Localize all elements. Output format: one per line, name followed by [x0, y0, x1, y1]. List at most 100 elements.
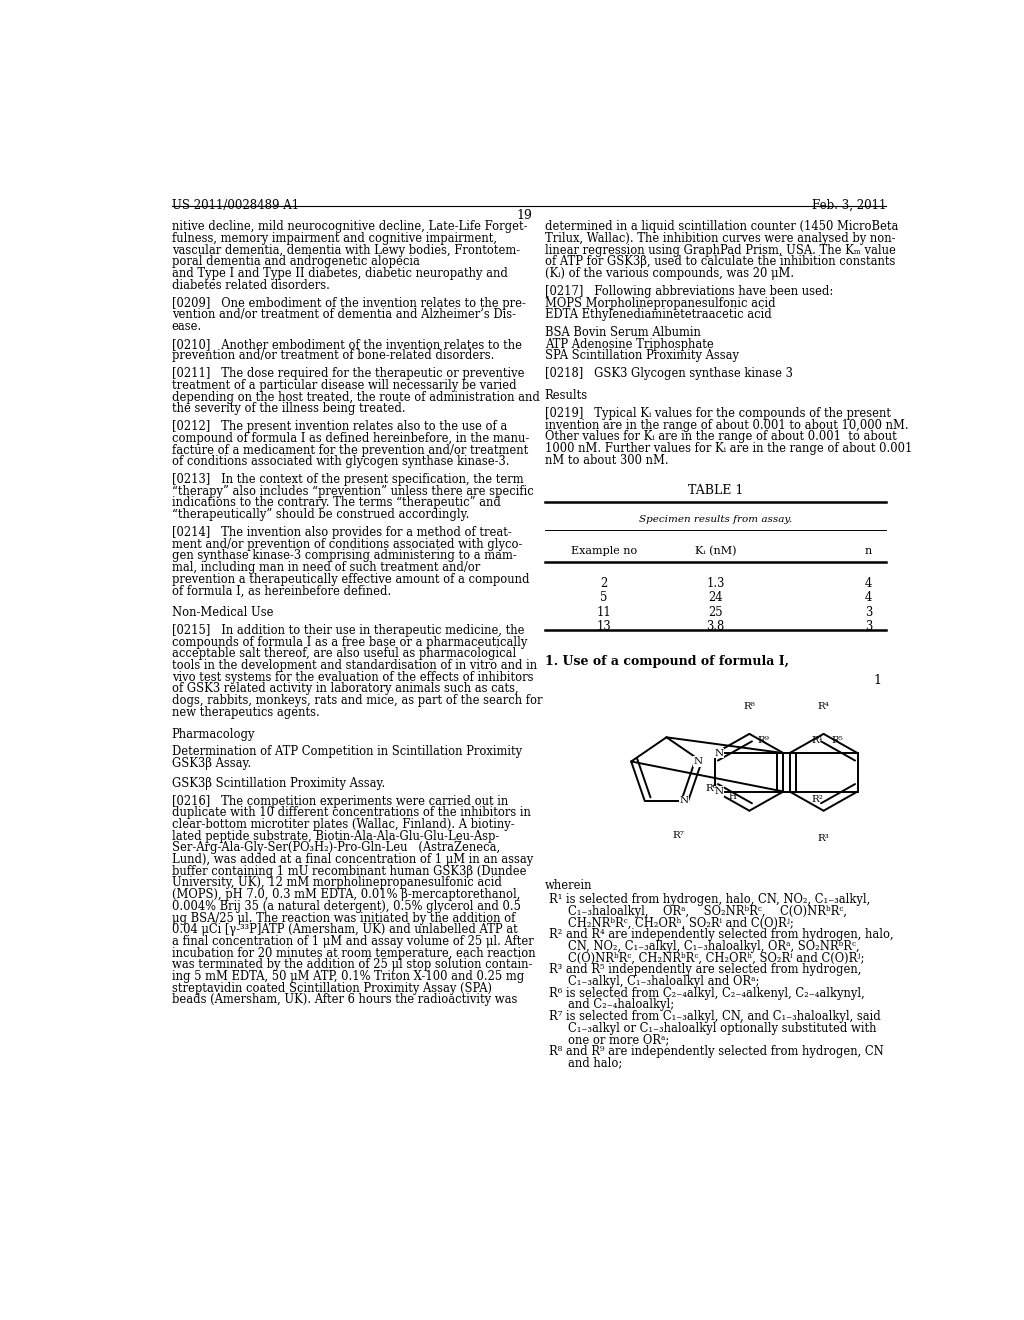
Text: vivo test systems for the evaluation of the effects of inhibitors: vivo test systems for the evaluation of …	[172, 671, 534, 684]
Text: acceptable salt thereof, are also useful as pharmacological: acceptable salt thereof, are also useful…	[172, 647, 516, 660]
Text: n: n	[865, 545, 872, 556]
Text: BSA Bovin Serum Albumin: BSA Bovin Serum Albumin	[545, 326, 700, 339]
Text: compound of formula I as defined hereinbefore, in the manu-: compound of formula I as defined hereinb…	[172, 432, 529, 445]
Text: 0.04 μCi [γ-³³P]ATP (Amersham, UK) and unlabelled ATP at: 0.04 μCi [γ-³³P]ATP (Amersham, UK) and u…	[172, 923, 517, 936]
Text: N: N	[715, 787, 724, 796]
Text: Results: Results	[545, 389, 588, 403]
Text: and halo;: and halo;	[568, 1057, 623, 1069]
Text: EDTA Ethylenediaminetetraacetic acid: EDTA Ethylenediaminetetraacetic acid	[545, 309, 771, 321]
Text: R⁹: R⁹	[758, 737, 769, 746]
Text: Lund), was added at a final concentration of 1 μM in an assay: Lund), was added at a final concentratio…	[172, 853, 532, 866]
Text: [0213]   In the context of the present specification, the term: [0213] In the context of the present spe…	[172, 473, 523, 486]
Text: one or more ORᵃ;: one or more ORᵃ;	[568, 1034, 670, 1047]
Text: compounds of formula I as a free base or a pharmaceutically: compounds of formula I as a free base or…	[172, 636, 527, 648]
Text: R²: R²	[811, 795, 823, 804]
Text: duplicate with 10 different concentrations of the inhibitors in: duplicate with 10 different concentratio…	[172, 807, 530, 820]
Text: R³ and R⁵ independently are selected from hydrogen,: R³ and R⁵ independently are selected fro…	[549, 964, 861, 977]
Text: “therapeutically” should be construed accordingly.: “therapeutically” should be construed ac…	[172, 508, 469, 521]
Text: C₁₋₃alkyl or C₁₋₃haloalkyl optionally substituted with: C₁₋₃alkyl or C₁₋₃haloalkyl optionally su…	[568, 1022, 877, 1035]
Text: 3: 3	[865, 606, 872, 619]
Text: R⁸ and R⁹ are independently selected from hydrogen, CN: R⁸ and R⁹ are independently selected fro…	[549, 1045, 884, 1059]
Text: of ATP for GSK3β, used to calculate the inhibition constants: of ATP for GSK3β, used to calculate the …	[545, 256, 895, 268]
Text: nitive decline, mild neurocognitive decline, Late-Life Forget-: nitive decline, mild neurocognitive decl…	[172, 220, 527, 234]
Text: [0210]   Another embodiment of the invention relates to the: [0210] Another embodiment of the inventi…	[172, 338, 521, 351]
Text: 3.8: 3.8	[707, 620, 724, 632]
Text: R⁵: R⁵	[831, 737, 844, 746]
Text: 1000 nM. Further values for Kᵢ are in the range of about 0.001: 1000 nM. Further values for Kᵢ are in th…	[545, 442, 912, 455]
Text: [0211]   The dose required for the therapeutic or preventive: [0211] The dose required for the therape…	[172, 367, 524, 380]
Text: 4: 4	[865, 591, 872, 605]
Text: GSK3β Assay.: GSK3β Assay.	[172, 758, 251, 770]
Text: prevention a therapeutically effective amount of a compound: prevention a therapeutically effective a…	[172, 573, 529, 586]
Text: vention and/or treatment of dementia and Alzheimer’s Dis-: vention and/or treatment of dementia and…	[172, 309, 516, 321]
Text: [0216]   The competition experiments were carried out in: [0216] The competition experiments were …	[172, 795, 508, 808]
Text: of formula I, as hereinbefore defined.: of formula I, as hereinbefore defined.	[172, 585, 391, 597]
Text: ATP Adenosine Triphosphate: ATP Adenosine Triphosphate	[545, 338, 714, 351]
Text: gen synthase kinase-3 comprising administering to a mam-: gen synthase kinase-3 comprising adminis…	[172, 549, 516, 562]
Text: R⁶ is selected from C₂₋₄alkyl, C₂₋₄alkenyl, C₂₋₄alkynyl,: R⁶ is selected from C₂₋₄alkyl, C₂₋₄alken…	[549, 986, 864, 999]
Text: μg BSA/25 μl. The reaction was initiated by the addition of: μg BSA/25 μl. The reaction was initiated…	[172, 912, 515, 924]
Text: 13: 13	[597, 620, 611, 632]
Text: fulness, memory impairment and cognitive impairment,: fulness, memory impairment and cognitive…	[172, 232, 497, 246]
Text: US 2011/0028489 A1: US 2011/0028489 A1	[172, 199, 299, 213]
Text: incubation for 20 minutes at room temperature, each reaction: incubation for 20 minutes at room temper…	[172, 946, 536, 960]
Text: determined in a liquid scintillation counter (1450 MicroBeta: determined in a liquid scintillation cou…	[545, 220, 898, 234]
Text: SPA Scintillation Proximity Assay: SPA Scintillation Proximity Assay	[545, 350, 738, 363]
Text: N: N	[715, 748, 724, 758]
Text: [0214]   The invention also provides for a method of treat-: [0214] The invention also provides for a…	[172, 525, 511, 539]
Text: and C₂₋₄haloalkyl;: and C₂₋₄haloalkyl;	[568, 998, 675, 1011]
Text: [0209]   One embodiment of the invention relates to the pre-: [0209] One embodiment of the invention r…	[172, 297, 525, 310]
Text: Specimen results from assay.: Specimen results from assay.	[639, 515, 792, 524]
Text: vascular dementia, dementia with Lewy bodies, Frontotem-: vascular dementia, dementia with Lewy bo…	[172, 244, 520, 257]
Text: nM to about 300 nM.: nM to about 300 nM.	[545, 454, 669, 467]
Text: the severity of the illness being treated.: the severity of the illness being treate…	[172, 403, 406, 416]
Text: R⁴: R⁴	[817, 702, 829, 711]
Text: R¹ is selected from hydrogen, halo, CN, NO₂, C₁₋₃alkyl,: R¹ is selected from hydrogen, halo, CN, …	[549, 894, 869, 906]
Text: [0217]   Following abbreviations have been used:: [0217] Following abbreviations have been…	[545, 285, 833, 298]
Text: [0215]   In addition to their use in therapeutic medicine, the: [0215] In addition to their use in thera…	[172, 624, 524, 638]
Text: 2: 2	[600, 577, 608, 590]
Text: CH₂NRᵇRᶜ, CH₂ORʰ, SO₂Rⁱ and C(O)Rʲ;: CH₂NRᵇRᶜ, CH₂ORʰ, SO₂Rⁱ and C(O)Rʲ;	[568, 916, 795, 929]
Text: of conditions associated with glycogen synthase kinase-3.: of conditions associated with glycogen s…	[172, 455, 509, 469]
Text: poral dementia and androgenetic alopecia: poral dementia and androgenetic alopecia	[172, 256, 420, 268]
Text: Trilux, Wallac). The inhibition curves were analysed by non-: Trilux, Wallac). The inhibition curves w…	[545, 232, 895, 246]
Text: diabetes related disorders.: diabetes related disorders.	[172, 279, 330, 292]
Text: Example no: Example no	[571, 545, 637, 556]
Text: lated peptide substrate, Biotin-Ala-Ala-Glu-Glu-Leu-Asp-: lated peptide substrate, Biotin-Ala-Ala-…	[172, 830, 499, 842]
Text: R³: R³	[818, 834, 829, 842]
Text: 0.004% Brij 35 (a natural detergent), 0.5% glycerol and 0.5: 0.004% Brij 35 (a natural detergent), 0.…	[172, 900, 520, 913]
Text: facture of a medicament for the prevention and/or treatment: facture of a medicament for the preventi…	[172, 444, 528, 457]
Text: Non-Medical Use: Non-Medical Use	[172, 606, 273, 619]
Text: was terminated by the addition of 25 μl stop solution contain-: was terminated by the addition of 25 μl …	[172, 958, 532, 972]
Text: tools in the development and standardisation of in vitro and in: tools in the development and standardisa…	[172, 659, 537, 672]
Text: invention are in the range of about 0.001 to about 10,000 nM.: invention are in the range of about 0.00…	[545, 418, 908, 432]
Text: 25: 25	[708, 606, 723, 619]
Text: wherein: wherein	[545, 879, 592, 892]
Text: 1: 1	[873, 673, 882, 686]
Text: 1.3: 1.3	[707, 577, 724, 590]
Text: CN, NO₂, C₁₋₃alkyl, C₁₋₃haloalkyl, ORᵃ, SO₂NRᵇRᶜ,: CN, NO₂, C₁₋₃alkyl, C₁₋₃haloalkyl, ORᵃ, …	[568, 940, 860, 953]
Text: R² and R⁴ are independently selected from hydrogen, halo,: R² and R⁴ are independently selected fro…	[549, 928, 893, 941]
Text: Feb. 3, 2011: Feb. 3, 2011	[811, 199, 886, 213]
Text: Other values for Kᵢ are in the range of about 0.001  to about: Other values for Kᵢ are in the range of …	[545, 430, 896, 444]
Text: (Kᵢ) of the various compounds, was 20 μM.: (Kᵢ) of the various compounds, was 20 μM…	[545, 267, 794, 280]
Text: N: N	[693, 756, 702, 766]
Text: depending on the host treated, the route of administration and: depending on the host treated, the route…	[172, 391, 540, 404]
Text: GSK3β Scintillation Proximity Assay.: GSK3β Scintillation Proximity Assay.	[172, 777, 385, 789]
Text: R¹: R¹	[811, 737, 823, 746]
Text: Ser-Arg-Ala-Gly-Ser(PO₃H₂)-Pro-Gln-Leu   (AstraZeneca,: Ser-Arg-Ala-Gly-Ser(PO₃H₂)-Pro-Gln-Leu (…	[172, 841, 500, 854]
Text: 5: 5	[600, 591, 608, 605]
Text: of GSK3 related activity in laboratory animals such as cats,: of GSK3 related activity in laboratory a…	[172, 682, 518, 696]
Text: streptavidin coated Scintillation Proximity Assay (SPA): streptavidin coated Scintillation Proxim…	[172, 982, 492, 995]
Text: N: N	[680, 796, 689, 805]
Text: (MOPS), pH 7.0, 0.3 mM EDTA, 0.01% β-mercaptorethanol,: (MOPS), pH 7.0, 0.3 mM EDTA, 0.01% β-mer…	[172, 888, 520, 902]
Text: TABLE 1: TABLE 1	[687, 483, 743, 496]
Text: and Type I and Type II diabetes, diabetic neuropathy and: and Type I and Type II diabetes, diabeti…	[172, 267, 508, 280]
Text: prevention and/or treatment of bone-related disorders.: prevention and/or treatment of bone-rela…	[172, 350, 494, 363]
Text: linear regression using GraphPad Prism, USA. The Kₘ value: linear regression using GraphPad Prism, …	[545, 244, 896, 257]
Text: [0212]   The present invention relates also to the use of a: [0212] The present invention relates als…	[172, 420, 507, 433]
Text: a final concentration of 1 μM and assay volume of 25 μl. After: a final concentration of 1 μM and assay …	[172, 935, 534, 948]
Text: beads (Amersham, UK). After 6 hours the radioactivity was: beads (Amersham, UK). After 6 hours the …	[172, 994, 517, 1006]
Text: “therapy” also includes “prevention” unless there are specific: “therapy” also includes “prevention” unl…	[172, 484, 534, 498]
Text: 4: 4	[865, 577, 872, 590]
